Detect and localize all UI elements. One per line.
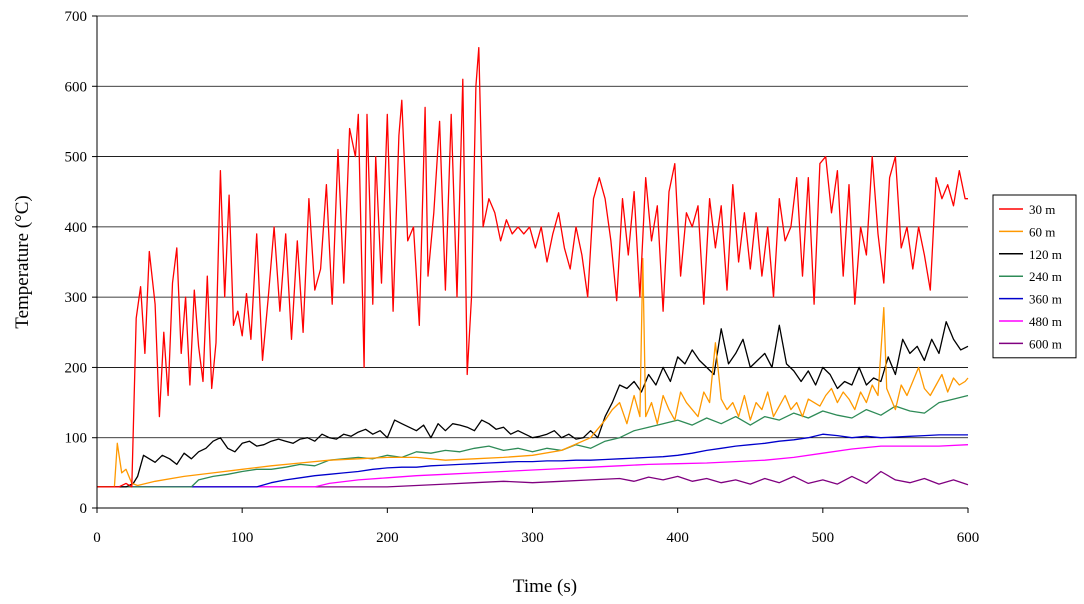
legend-label: 360 m (1029, 292, 1062, 307)
y-axis-title: Temperature (°C) (12, 195, 33, 328)
y-tick-label: 100 (65, 431, 88, 447)
y-tick-label: 700 (65, 9, 88, 25)
y-tick-label: 500 (65, 150, 88, 166)
axes (92, 15, 969, 513)
y-tick-label: 600 (65, 79, 88, 95)
x-tick-label: 500 (812, 530, 835, 546)
x-tick-label: 600 (957, 530, 980, 546)
series-line-30m (97, 46, 968, 488)
x-tick-label: 100 (231, 530, 254, 546)
series-line-240m (97, 394, 969, 488)
y-tick-label: 400 (65, 220, 88, 236)
y-tick-label: 0 (80, 501, 88, 517)
y-tick-label: 200 (65, 360, 88, 376)
legend-label: 30 m (1029, 202, 1055, 217)
series-line-360m (97, 433, 968, 488)
plot-area (97, 46, 969, 488)
x-tick-label: 200 (376, 530, 399, 546)
x-axis-title: Time (s) (513, 576, 577, 597)
x-tick-label: 0 (93, 530, 101, 546)
x-tick-label: 300 (521, 530, 544, 546)
legend-label: 600 m (1029, 336, 1062, 351)
legend-label: 120 m (1029, 247, 1062, 262)
legend: 30 m 60 m 120 m 240 m 360 m 480 m 600 m (992, 194, 1077, 359)
tick-labels: 0 100 200 300 400 500 600 700 0 100 200 300 400 500 60… (65, 9, 980, 546)
legend-label: 240 m (1029, 269, 1062, 284)
series-line-480m (97, 444, 969, 488)
legend-label: 60 m (1029, 224, 1055, 239)
y-tick-label: 300 (65, 290, 88, 306)
gridlines (97, 15, 968, 439)
series-line-120m (97, 321, 969, 488)
series-line-60m (97, 257, 969, 488)
legend-label: 480 m (1029, 314, 1062, 329)
series-line-600m (97, 470, 969, 488)
x-tick-label: 400 (666, 530, 689, 546)
